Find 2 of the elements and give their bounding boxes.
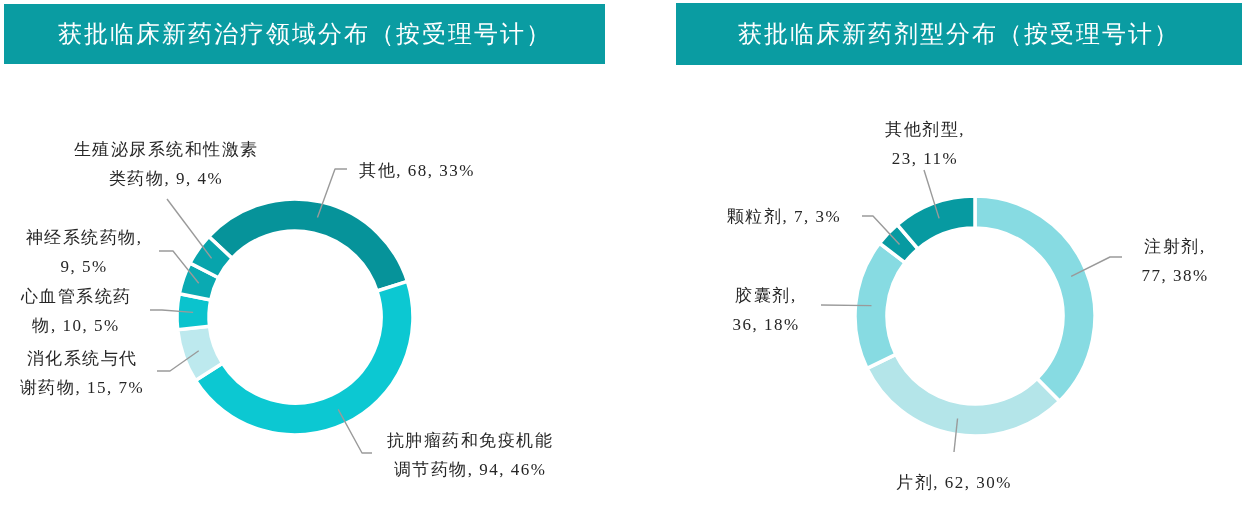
title: 获批临床新药剂型分布（按受理号计） <box>738 21 1180 47</box>
title: 获批临床新药治疗领域分布（按受理号计） <box>57 21 552 47</box>
